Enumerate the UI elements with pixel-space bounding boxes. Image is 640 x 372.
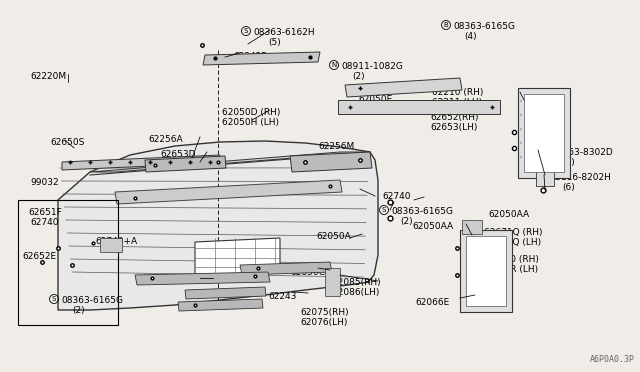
Text: 62653(LH): 62653(LH)	[430, 123, 477, 132]
Text: (8): (8)	[562, 158, 575, 167]
Polygon shape	[195, 238, 280, 276]
Text: B: B	[540, 173, 545, 179]
Polygon shape	[338, 100, 500, 114]
Text: (2): (2)	[400, 217, 413, 226]
Text: 62050AA: 62050AA	[412, 222, 453, 231]
Text: 62650C: 62650C	[290, 268, 325, 277]
Bar	[536, 168, 554, 186]
Text: 62086(LH): 62086(LH)	[332, 288, 380, 297]
Polygon shape	[58, 141, 378, 310]
Polygon shape	[185, 287, 266, 299]
Text: 62242P: 62242P	[233, 52, 267, 61]
Bar	[325, 268, 340, 296]
Text: 62220M: 62220M	[30, 72, 66, 81]
Text: 62650S: 62650S	[50, 138, 84, 147]
Text: 622440 (RH): 622440 (RH)	[482, 255, 539, 264]
Text: 62653D: 62653D	[160, 150, 195, 159]
Text: 62050A: 62050A	[316, 232, 351, 241]
Text: 08363-6162H: 08363-6162H	[253, 28, 315, 37]
Bar	[462, 220, 482, 234]
Text: 62211 (LH): 62211 (LH)	[432, 98, 482, 107]
Text: 99032: 99032	[30, 178, 59, 187]
Text: 62651F: 62651F	[28, 208, 61, 217]
Bar	[100, 238, 122, 252]
Polygon shape	[240, 262, 332, 275]
Text: 62671Q (RH): 62671Q (RH)	[484, 228, 543, 237]
Text: 62256M: 62256M	[318, 142, 355, 151]
Text: 08363-6165G: 08363-6165G	[61, 296, 123, 305]
Text: (4): (4)	[464, 32, 477, 41]
Text: 62076(LH): 62076(LH)	[300, 318, 348, 327]
Text: 62210 (RH): 62210 (RH)	[432, 88, 483, 97]
Polygon shape	[345, 78, 462, 97]
Text: A6P0A0.3P: A6P0A0.3P	[590, 355, 635, 364]
Bar	[466, 236, 506, 306]
Text: (6): (6)	[562, 183, 575, 192]
Text: 62652E: 62652E	[22, 252, 56, 261]
Text: 62050AA: 62050AA	[488, 210, 529, 219]
Text: 62050H (LH): 62050H (LH)	[222, 118, 279, 127]
Text: N: N	[332, 62, 337, 68]
Text: S: S	[244, 28, 248, 34]
Polygon shape	[90, 152, 370, 172]
Text: (2): (2)	[352, 72, 365, 81]
Text: 62651E: 62651E	[252, 185, 286, 194]
Text: 62085(RH): 62085(RH)	[332, 278, 381, 287]
Text: 62066E: 62066E	[415, 298, 449, 307]
Text: 62740: 62740	[382, 192, 410, 201]
Bar	[524, 94, 564, 172]
Text: 62740+A: 62740+A	[95, 237, 137, 246]
Text: 62650CA: 62650CA	[165, 276, 206, 285]
Text: 62050D (RH): 62050D (RH)	[222, 108, 280, 117]
Text: S: S	[382, 207, 386, 213]
Polygon shape	[115, 180, 342, 204]
Polygon shape	[290, 152, 372, 172]
Polygon shape	[62, 155, 220, 170]
Polygon shape	[178, 299, 263, 311]
Text: (5): (5)	[268, 38, 281, 47]
Text: S: S	[52, 296, 56, 302]
Text: 08363-6165G: 08363-6165G	[391, 207, 453, 216]
Text: 62022: 62022	[348, 105, 376, 114]
Bar	[18, 200, 118, 325]
Text: 0B116-8202H: 0B116-8202H	[549, 173, 611, 182]
Text: 62244R (LH): 62244R (LH)	[482, 265, 538, 274]
Text: B: B	[541, 148, 547, 154]
Polygon shape	[203, 52, 320, 65]
Bar	[460, 230, 512, 312]
Text: 62075(RH): 62075(RH)	[300, 308, 349, 317]
Polygon shape	[135, 272, 270, 285]
Text: 62256A: 62256A	[148, 135, 182, 144]
Text: (2): (2)	[72, 306, 84, 315]
Text: 62672Q (LH): 62672Q (LH)	[484, 238, 541, 247]
Bar	[518, 88, 570, 178]
Text: 08911-1082G: 08911-1082G	[341, 62, 403, 71]
Text: 08363-6165G: 08363-6165G	[453, 22, 515, 31]
Text: 62652(RH): 62652(RH)	[430, 113, 479, 122]
Text: B: B	[444, 22, 449, 28]
Text: 62050E: 62050E	[358, 95, 392, 104]
Polygon shape	[145, 156, 226, 172]
Text: 62740: 62740	[30, 218, 58, 227]
Text: 08363-8302D: 08363-8302D	[551, 148, 612, 157]
Text: 62243: 62243	[268, 292, 296, 301]
